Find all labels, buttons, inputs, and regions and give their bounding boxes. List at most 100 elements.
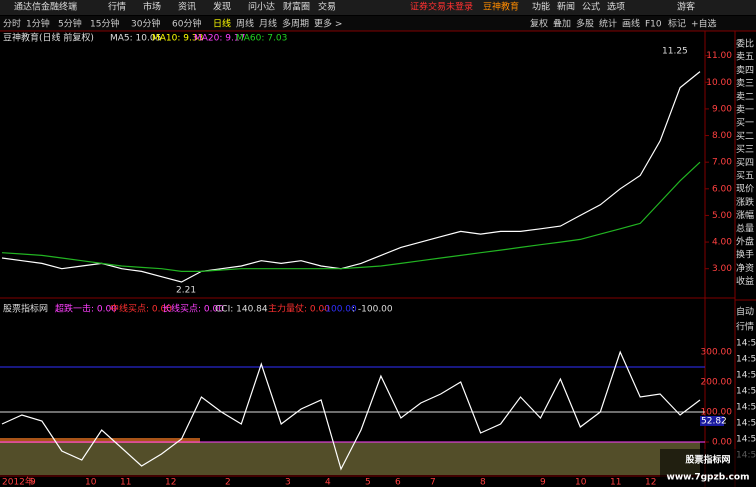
x-tick-label: 2012年 [2,476,34,487]
y-tick-label: 8.00 [712,131,732,141]
quote-label: 卖五 [736,52,754,63]
tick-time: 14:50 [736,355,756,365]
period-button[interactable]: 30分钟 [131,18,160,30]
menu-item[interactable]: 财富圈 [283,1,310,13]
x-tick-label: 3 [285,478,291,487]
y-tick-label: 11.00 [706,51,732,61]
signal-band [0,438,200,443]
tick-header: 行情 [736,321,754,333]
y-tick-label: 0.00 [712,438,732,448]
x-tick-label: 4 [325,478,331,487]
x-tick-label: 9 [540,478,546,487]
menu-item[interactable]: 行情 [108,1,126,13]
quote-label: 净资 [736,262,754,274]
volume-band [0,442,700,475]
watermark: 股票指标网 [685,454,730,466]
app-title: 通达信金融终端 [14,1,77,13]
tool-button[interactable]: 叠加 [553,19,571,30]
x-tick-label: 10 [85,478,97,487]
period-button[interactable]: 周线 [236,18,254,30]
tick-time: 14:50 [736,339,756,349]
quote-label: 总量 [736,222,754,234]
tick-time: 14:50 [736,419,756,429]
quote-label: 卖一 [736,105,754,116]
tick-time: 14:50 [736,371,756,381]
quote-label: 买三 [736,144,754,155]
menu-right[interactable]: 公式 [582,1,600,13]
quote-label: 卖三 [736,78,754,89]
quote-label: 买一 [736,118,754,129]
indicator-legend: 超跌一击: 0.00 [55,303,117,315]
quote-label: 现价 [736,184,754,195]
period-button[interactable]: 5分钟 [58,18,82,30]
menu-right[interactable]: 功能 [532,1,550,13]
quote-label: 涨跌 [736,197,754,208]
period-button[interactable]: 60分钟 [172,18,201,30]
indicator-legend: 主力量仗: 0.00 [268,303,330,315]
menu-item[interactable]: 问小达 [248,1,275,13]
indicator-legend: CCI: 140.84 [215,305,268,315]
tick-time: 14:50 [736,403,756,413]
x-tick-label: 12 [165,478,176,487]
menu-right[interactable]: 选项 [607,1,625,13]
x-tick-label: 11 [610,478,621,487]
y-tick-label: 100.00 [701,408,733,418]
menu-bar [0,0,756,15]
tool-button[interactable]: 多股 [576,18,594,30]
menu-item[interactable]: 市场 [143,1,161,13]
quote-label: 收益 [736,275,754,287]
menu-item[interactable]: 资讯 [178,2,196,13]
series-line [1,71,701,283]
series-line [1,350,701,471]
period-button[interactable]: 日线 [213,18,231,30]
tick-header: 自动 [736,306,754,318]
period-button[interactable]: 1分钟 [26,18,50,30]
menu-item[interactable]: 交易 [318,1,336,13]
tool-button[interactable]: 画线 [622,18,640,30]
tool-button[interactable]: 统计 [599,18,617,30]
stock-name: 豆神教育 [483,1,519,13]
quote-label: 买四 [736,157,754,168]
x-tick-label: 10 [575,478,587,487]
watermark: www.7gpzb.com [667,473,750,483]
tick-time: 14:50 [736,435,756,445]
x-tick-label: 12 [645,478,656,487]
x-tick-label: 6 [395,478,401,487]
period-button[interactable]: 15分钟 [90,18,119,30]
indicator-legend: -100.00 [322,305,357,315]
login-status[interactable]: 证券交易未登录 [410,1,473,13]
annotation: 2.21 [176,286,196,296]
ma-label: MA60: 7.03 [236,34,287,44]
quote-label: 委比 [736,38,754,50]
tool-button[interactable]: F10 [645,20,662,30]
quote-label: 卖二 [736,91,754,102]
tool-button[interactable]: +自选 [691,18,717,30]
period-button[interactable]: 分时 [3,18,21,30]
tool-button[interactable]: 标记 [668,18,686,30]
tool-button[interactable]: 复权 [530,18,548,30]
x-tick-label: 2 [225,478,231,487]
menu-right[interactable]: 新闻 [557,1,575,13]
period-button[interactable]: 多周期 [282,18,309,30]
y-tick-label: 3.00 [712,264,732,274]
period-button[interactable]: 月线 [259,18,277,30]
series-line [1,161,701,272]
ma-label: MA5: 10.05 [110,34,161,44]
y-tick-label: 4.00 [712,238,732,248]
quote-label: 卖四 [736,65,754,76]
chart-title: 股票指标网 [3,303,48,315]
menu-item[interactable]: 发现 [213,1,231,13]
toolbar [0,16,756,31]
quote-label: 买五 [736,171,754,182]
y-tick-label: 5.00 [712,211,732,221]
indicator-legend: 长线买点: 0.00 [162,303,224,315]
tick-time: 14:50 [736,387,756,397]
period-button[interactable]: 更多 > [314,18,342,30]
x-tick-label: 9 [30,478,36,487]
menu-right[interactable]: 游客 [677,1,695,13]
chart-title: 豆神教育(日线 前复权) [3,32,94,44]
indicator-legend: : -100.00 [352,305,393,315]
y-tick-label: 200.00 [701,378,733,388]
